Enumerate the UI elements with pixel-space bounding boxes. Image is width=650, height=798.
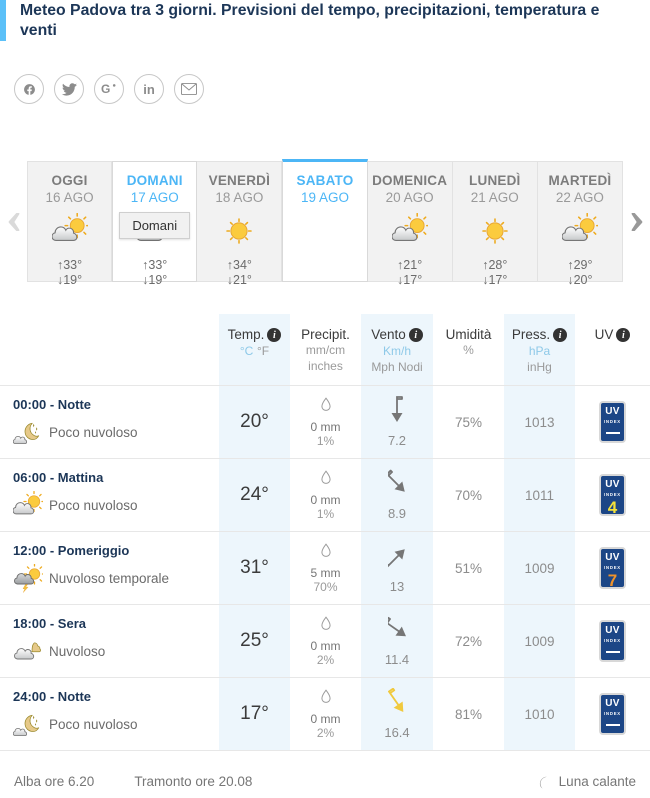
svg-text:G: G (101, 82, 110, 96)
